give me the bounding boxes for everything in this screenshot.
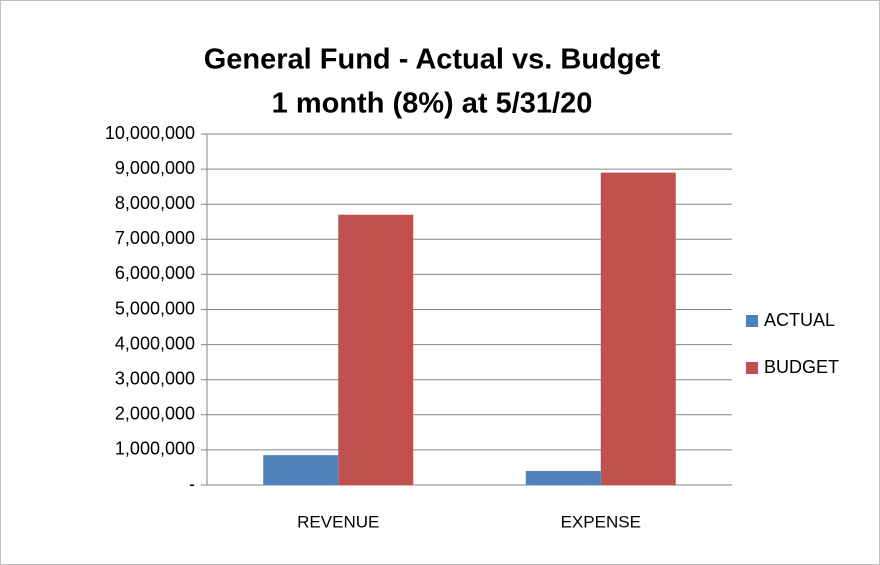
bar	[600, 172, 676, 486]
legend-swatch	[746, 362, 758, 374]
y-tick-label: 2,000,000	[115, 404, 195, 424]
y-tick-label: 1,000,000	[115, 439, 195, 459]
bar	[338, 214, 414, 486]
legend-swatch	[746, 315, 758, 327]
y-tick-label: 4,000,000	[115, 333, 195, 353]
y-tick-label: 5,000,000	[115, 298, 195, 318]
y-tick-label: 7,000,000	[115, 228, 195, 248]
x-tick-label: REVENUE	[297, 512, 379, 531]
y-tick-label: 6,000,000	[115, 263, 195, 283]
bar	[525, 470, 601, 485]
y-tick-label: 10,000,000	[105, 123, 195, 143]
y-tick-label: -	[189, 474, 195, 494]
y-tick-label: 8,000,000	[115, 193, 195, 213]
legend-label: BUDGET	[764, 357, 839, 377]
x-tick-label: EXPENSE	[561, 512, 641, 531]
legend-label: ACTUAL	[764, 310, 835, 330]
chart-subtitle: 1 month (8%) at 5/31/20	[272, 88, 593, 120]
y-tick-label: 3,000,000	[115, 368, 195, 388]
y-tick-label: 9,000,000	[115, 158, 195, 178]
bar	[263, 455, 339, 485]
chart-title: General Fund - Actual vs. Budget	[204, 44, 661, 76]
